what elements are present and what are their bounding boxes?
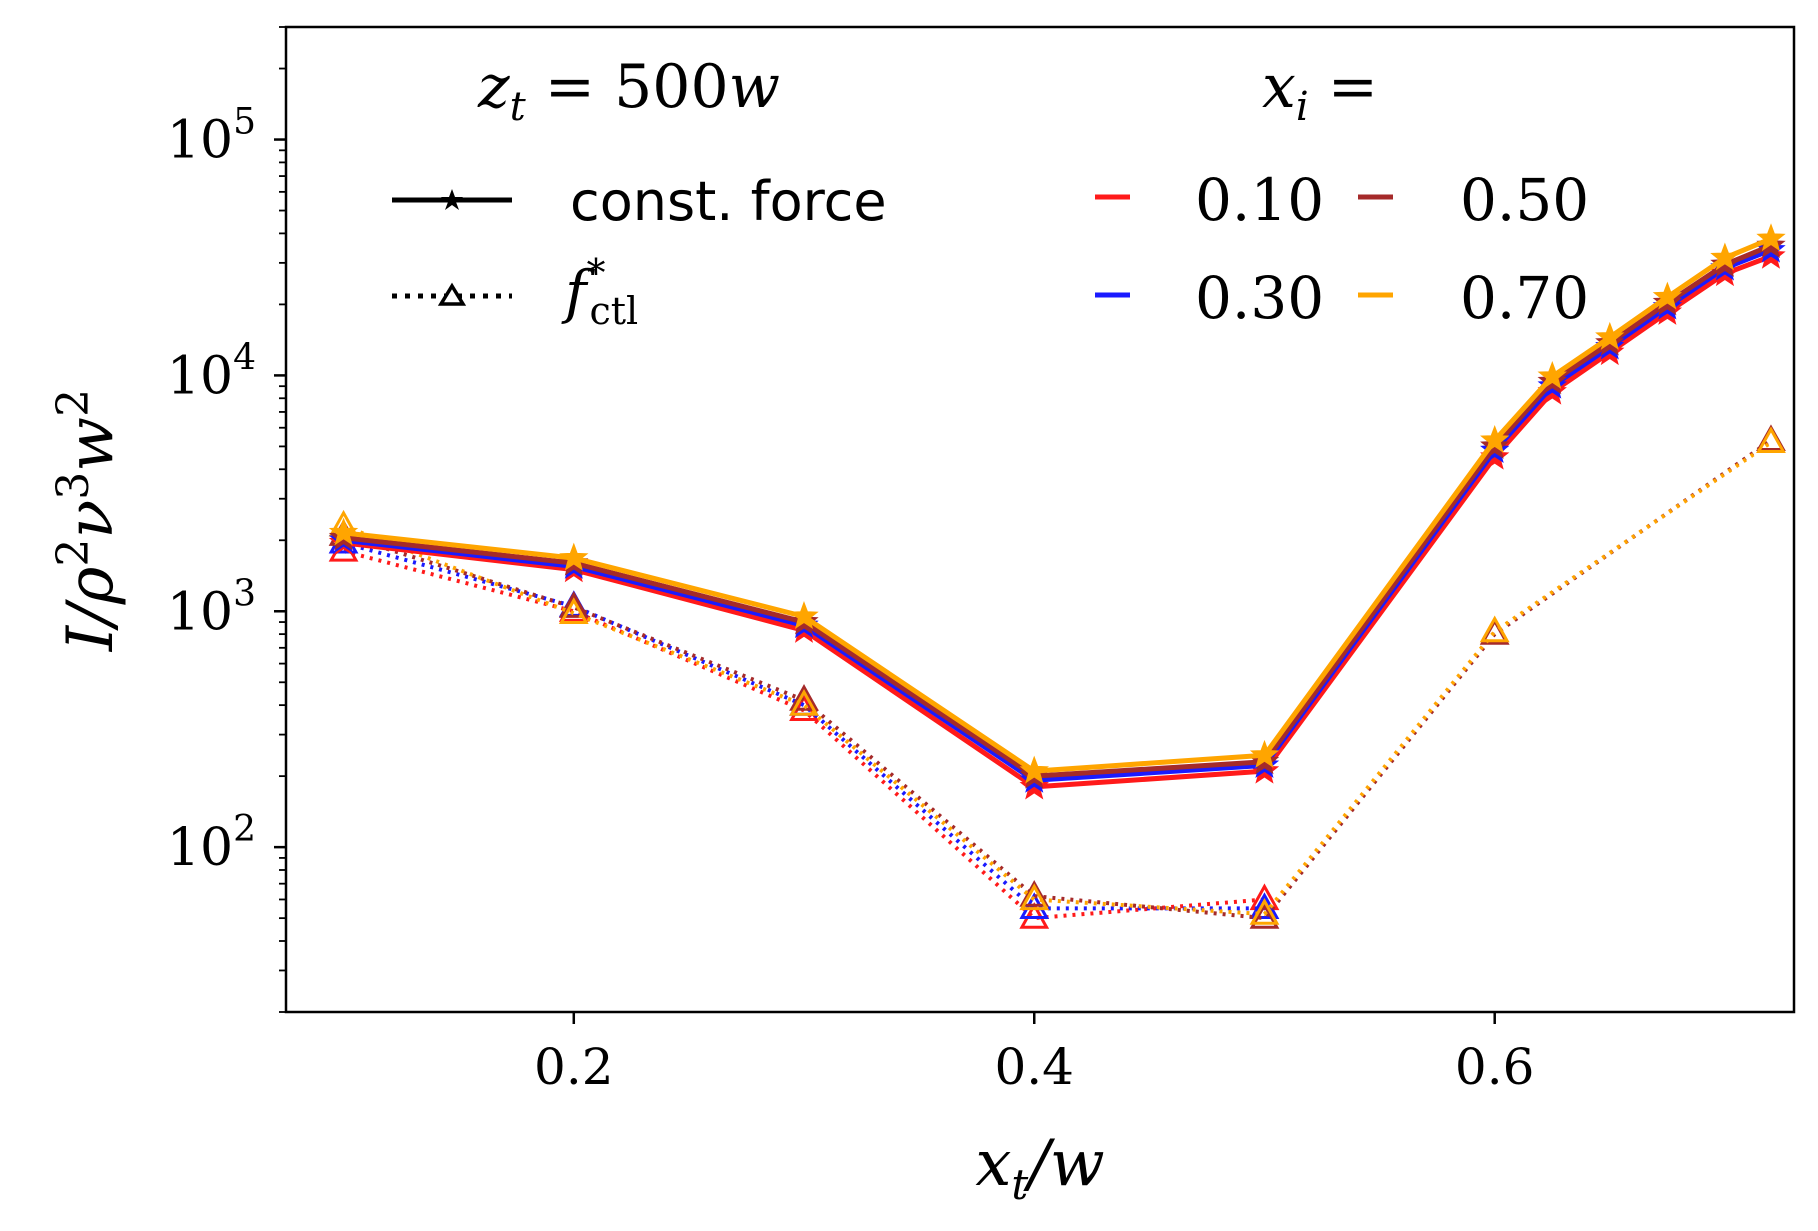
data-point-triangle-f-ctl-x-i-0-70 — [1479, 615, 1510, 643]
x-tick-label: 0.2 — [534, 1038, 614, 1096]
x-axis-label: xt/w — [975, 1127, 1104, 1209]
data-point-triangle-f-ctl-x-i-0-70 — [1019, 883, 1050, 911]
legend-color-label-0-30: 0.30 — [1195, 264, 1324, 332]
y-tick-exponent: 2 — [233, 809, 256, 850]
legend-dotted-label: f* ctl — [561, 251, 638, 333]
data-point-star-const-force-x-i-0-70 — [1595, 321, 1625, 350]
legend-f-sup: * — [586, 251, 605, 295]
y-tick-label: 102 — [167, 809, 256, 878]
data-point-star-const-force-x-i-0-70 — [1537, 360, 1567, 389]
data-point-triangle-f-ctl-x-i-0-70 — [1756, 426, 1786, 453]
y-tick-exponent: 5 — [233, 102, 256, 143]
y-axis-label: I/ρ2ν3w2 — [48, 389, 128, 652]
y-tick-base: 10 — [167, 111, 233, 171]
legend-colors: xi = 0.10 0.50 0.30 0.70 — [1095, 52, 1589, 332]
data-point-triangle-f-ctl-x-i-0-50 — [1249, 902, 1280, 929]
series-layer — [328, 223, 1786, 929]
y-tick-base: 10 — [167, 582, 233, 642]
legend-title-var: x — [1262, 52, 1296, 122]
annotation-eq: = 500 — [526, 52, 729, 122]
y-tick-label: 104 — [167, 337, 256, 406]
y-tick-label: 105 — [167, 102, 256, 171]
x-tick-label: 0.4 — [994, 1038, 1074, 1096]
data-point-triangle-f-ctl-x-i-0-70 — [1249, 898, 1280, 925]
legend-f-sub: ctl — [589, 289, 638, 333]
legend-color-label-0-70: 0.70 — [1460, 264, 1589, 332]
y-tick-base: 10 — [167, 346, 233, 406]
x-label-var: x — [975, 1127, 1011, 1201]
y-tick-exponent: 3 — [233, 573, 256, 614]
y-label-sup-1: 2 — [48, 539, 99, 567]
legend-color-label-0-10: 0.10 — [1195, 166, 1324, 234]
y-label-part-a: I/ρ — [54, 566, 128, 652]
legend-title-eq: = — [1309, 52, 1378, 122]
annotation-zt: zt = 500w — [477, 52, 780, 130]
y-label-part-b: ν — [54, 500, 128, 539]
series-line-f-ctl-x-i-0-30 — [343, 540, 1265, 911]
x-label-rest: /w — [1022, 1127, 1104, 1201]
y-label-part-c: w — [54, 417, 128, 472]
legend-solid-label: const. force — [570, 170, 887, 233]
data-point-triangle-f-ctl-x-i-0-50 — [789, 684, 819, 711]
y-label-sup-2: 3 — [48, 472, 99, 500]
legend-colors-title: xi = — [1262, 52, 1378, 130]
y-tick-base: 10 — [167, 818, 233, 878]
data-point-star-const-force-x-i-0-70 — [1019, 755, 1049, 784]
x-tick-label: 0.6 — [1455, 1038, 1535, 1096]
data-point-triangle-f-ctl-x-i-0-50 — [1019, 880, 1050, 907]
data-point-star-const-force-x-i-0-70 — [789, 601, 819, 630]
data-point-triangle-f-ctl-x-i-0-70 — [789, 689, 819, 716]
annotation-sub: t — [510, 84, 527, 130]
legend-styles: const. force f* ctl — [392, 170, 887, 333]
data-point-star-const-force-x-i-0-70 — [1652, 281, 1683, 310]
legend-color-label-0-50: 0.50 — [1460, 166, 1589, 234]
x-label-sub: t — [1011, 1160, 1028, 1209]
data-point-triangle-f-ctl-x-i-0-50 — [558, 591, 589, 618]
legend-title-sub: i — [1296, 84, 1309, 130]
annotation-var: z — [477, 52, 510, 122]
data-point-star-const-force-x-i-0-70 — [1756, 223, 1786, 252]
data-point-star-const-force-x-i-0-70 — [559, 542, 589, 571]
data-point-star-const-force-x-i-0-70 — [1249, 739, 1280, 768]
data-point-star-const-force-x-i-0-70 — [328, 517, 359, 546]
legend-triangle-icon — [437, 282, 467, 306]
plot-frame — [284, 25, 1796, 1014]
data-point-star-const-force-x-i-0-70 — [1710, 242, 1740, 271]
legend-star-icon — [441, 189, 463, 210]
data-point-triangle-f-ctl-x-i-0-70 — [558, 597, 589, 624]
annotation-w: w — [729, 52, 780, 122]
y-tick-exponent: 4 — [233, 337, 256, 378]
data-point-star-const-force-x-i-0-70 — [1480, 424, 1510, 453]
y-tick-label: 103 — [167, 573, 256, 642]
y-label-sup-3: 2 — [48, 389, 99, 417]
